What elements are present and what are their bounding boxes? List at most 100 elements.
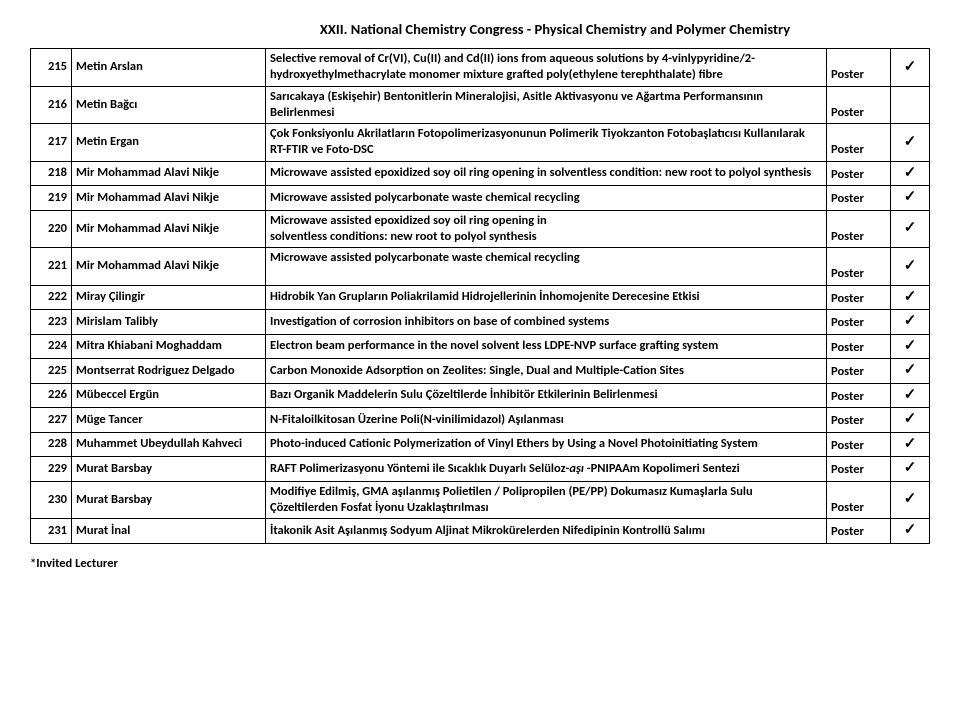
- row-check: ✓: [891, 481, 930, 519]
- row-check: ✓: [891, 383, 930, 408]
- row-type: Poster: [827, 210, 891, 248]
- row-check: ✓: [891, 334, 930, 359]
- row-type: Poster: [827, 481, 891, 519]
- row-author: Montserrat Rodriguez Delgado: [72, 359, 266, 384]
- row-author: Murat Barsbay: [72, 481, 266, 519]
- row-title: Microwave assisted epoxidized soy oil ri…: [266, 161, 827, 186]
- table-row: 223Mirislam TaliblyInvestigation of corr…: [31, 310, 930, 335]
- row-title: Bazı Organik Maddelerin Sulu Çözeltilerd…: [266, 383, 827, 408]
- row-type: Poster: [827, 124, 891, 162]
- row-type: Poster: [827, 519, 891, 544]
- row-title: Carbon Monoxide Adsorption on Zeolites: …: [266, 359, 827, 384]
- row-type: Poster: [827, 310, 891, 335]
- row-author: Mübeccel Ergün: [72, 383, 266, 408]
- row-check: ✓: [891, 519, 930, 544]
- row-title: İtakonik Asit Aşılanmış Sodyum Aljinat M…: [266, 519, 827, 544]
- row-number: 222: [31, 285, 72, 310]
- row-author: Murat İnal: [72, 519, 266, 544]
- row-type: Poster: [827, 49, 891, 87]
- table-row: 221Mir Mohammad Alavi NikjeMicrowave ass…: [31, 248, 930, 286]
- row-number: 230: [31, 481, 72, 519]
- table-row: 220Mir Mohammad Alavi NikjeMicrowave ass…: [31, 210, 930, 248]
- row-number: 225: [31, 359, 72, 384]
- table-row: 215Metin ArslanSelective removal of Cr(V…: [31, 49, 930, 87]
- row-check: ✓: [891, 186, 930, 211]
- row-number: 228: [31, 432, 72, 457]
- table-row: 228Muhammet Ubeydullah KahveciPhoto-indu…: [31, 432, 930, 457]
- table-row: 222Miray ÇilingirHidrobik Yan Grupların …: [31, 285, 930, 310]
- row-author: Müge Tancer: [72, 408, 266, 433]
- row-author: Muhammet Ubeydullah Kahveci: [72, 432, 266, 457]
- row-check: ✓: [891, 248, 930, 286]
- row-title: Microwave assisted polycarbonate waste c…: [266, 248, 827, 286]
- table-row: 230Murat BarsbayModifiye Edilmiş, GMA aş…: [31, 481, 930, 519]
- table-row: 229Murat BarsbayRAFT Polimerizasyonu Yön…: [31, 457, 930, 482]
- table-row: 231Murat İnalİtakonik Asit Aşılanmış Sod…: [31, 519, 930, 544]
- row-type: Poster: [827, 359, 891, 384]
- row-number: 229: [31, 457, 72, 482]
- row-type: Poster: [827, 432, 891, 457]
- row-author: Mir Mohammad Alavi Nikje: [72, 161, 266, 186]
- row-author: Metin Bağcı: [72, 86, 266, 124]
- row-number: 224: [31, 334, 72, 359]
- row-author: Murat Barsbay: [72, 457, 266, 482]
- row-type: Poster: [827, 161, 891, 186]
- row-check: ✓: [891, 285, 930, 310]
- row-type: Poster: [827, 248, 891, 286]
- row-check: ✓: [891, 310, 930, 335]
- row-author: Mir Mohammad Alavi Nikje: [72, 186, 266, 211]
- row-author: Miray Çilingir: [72, 285, 266, 310]
- row-number: 221: [31, 248, 72, 286]
- row-type: Poster: [827, 334, 891, 359]
- row-title: RAFT Polimerizasyonu Yöntemi ile Sıcaklı…: [266, 457, 827, 482]
- table-row: 224Mitra Khiabani MoghaddamElectron beam…: [31, 334, 930, 359]
- row-title: Electron beam performance in the novel s…: [266, 334, 827, 359]
- row-title: Photo-induced Cationic Polymerization of…: [266, 432, 827, 457]
- row-number: 220: [31, 210, 72, 248]
- row-author: Metin Arslan: [72, 49, 266, 87]
- row-check: ✓: [891, 49, 930, 87]
- row-number: 219: [31, 186, 72, 211]
- row-check: ✓: [891, 124, 930, 162]
- row-check: ✓: [891, 408, 930, 433]
- row-author: Mirislam Talibly: [72, 310, 266, 335]
- row-number: 227: [31, 408, 72, 433]
- abstracts-table: 215Metin ArslanSelective removal of Cr(V…: [30, 48, 930, 544]
- table-row: 217Metin ErganÇok Fonksiyonlu Akrilatlar…: [31, 124, 930, 162]
- row-author: Mir Mohammad Alavi Nikje: [72, 248, 266, 286]
- row-author: Metin Ergan: [72, 124, 266, 162]
- table-row: 219Mir Mohammad Alavi NikjeMicrowave ass…: [31, 186, 930, 211]
- table-row: 216Metin BağcıSarıcakaya (Eskişehir) Ben…: [31, 86, 930, 124]
- row-check: [891, 86, 930, 124]
- row-title: Microwave assisted polycarbonate waste c…: [266, 186, 827, 211]
- row-title: Selective removal of Cr(VI), Cu(II) and …: [266, 49, 827, 87]
- row-check: ✓: [891, 161, 930, 186]
- row-type: Poster: [827, 86, 891, 124]
- row-check: ✓: [891, 210, 930, 248]
- row-title: Investigation of corrosion inhibitors on…: [266, 310, 827, 335]
- row-number: 231: [31, 519, 72, 544]
- row-number: 218: [31, 161, 72, 186]
- row-title: Sarıcakaya (Eskişehir) Bentonitlerin Min…: [266, 86, 827, 124]
- row-author: Mitra Khiabani Moghaddam: [72, 334, 266, 359]
- page-title: XXII. National Chemistry Congress - Phys…: [30, 20, 930, 38]
- table-row: 226Mübeccel ErgünBazı Organik Maddelerin…: [31, 383, 930, 408]
- row-number: 223: [31, 310, 72, 335]
- row-title: Modifiye Edilmiş, GMA aşılanmış Polietil…: [266, 481, 827, 519]
- row-title: Hidrobik Yan Grupların Poliakrilamid Hid…: [266, 285, 827, 310]
- row-title: Microwave assisted epoxidized soy oil ri…: [266, 210, 827, 248]
- row-title: Çok Fonksiyonlu Akrilatların Fotopolimer…: [266, 124, 827, 162]
- row-check: ✓: [891, 359, 930, 384]
- row-type: Poster: [827, 285, 891, 310]
- row-type: Poster: [827, 383, 891, 408]
- row-title: N-Fitaloilkitosan Üzerine Poli(N-vinilim…: [266, 408, 827, 433]
- footer-note: *Invited Lecturer: [30, 556, 930, 571]
- row-author: Mir Mohammad Alavi Nikje: [72, 210, 266, 248]
- row-check: ✓: [891, 432, 930, 457]
- row-number: 226: [31, 383, 72, 408]
- table-row: 218Mir Mohammad Alavi NikjeMicrowave ass…: [31, 161, 930, 186]
- row-check: ✓: [891, 457, 930, 482]
- table-row: 227Müge TancerN-Fitaloilkitosan Üzerine …: [31, 408, 930, 433]
- row-type: Poster: [827, 408, 891, 433]
- row-number: 215: [31, 49, 72, 87]
